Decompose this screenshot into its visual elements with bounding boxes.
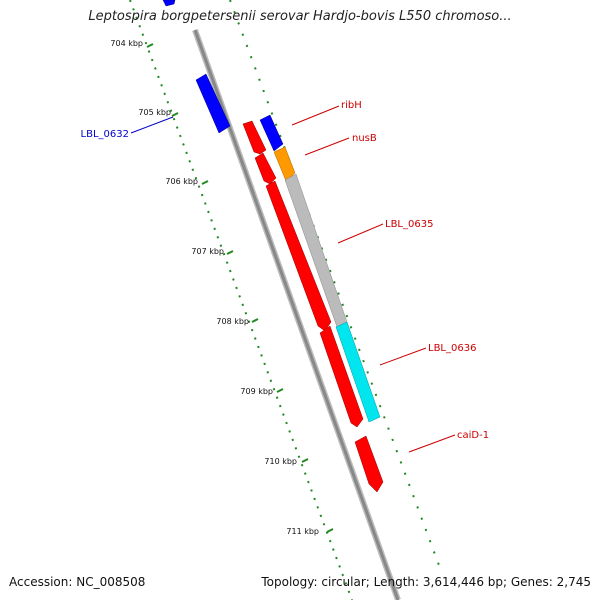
- gene-label-nusb[interactable]: nusB: [352, 133, 377, 144]
- tick-marks: [146, 43, 334, 533]
- tick-label: 708 kbp: [216, 317, 249, 326]
- gene-label-lbl-0636[interactable]: LBL_0636: [428, 343, 476, 354]
- tick-label: 707 kbp: [191, 247, 224, 256]
- backbone: [193, 29, 400, 600]
- leader-lbl-0635: [337, 223, 384, 244]
- gene-label-ribh[interactable]: ribH: [341, 100, 362, 111]
- gene-leaders: [130, 105, 456, 453]
- gene-nusb[interactable]: [273, 146, 296, 182]
- tick-label: 711 kbp: [286, 527, 319, 536]
- gene-red-2[interactable]: [254, 152, 277, 185]
- gene-lbl-0636[interactable]: [335, 321, 381, 423]
- gene-red-3[interactable]: [265, 180, 332, 332]
- leader-lbl-0636: [379, 347, 427, 366]
- gene-top-partial[interactable]: [162, 0, 176, 7]
- tick-label: 705 kbp: [138, 108, 171, 117]
- tick-label: 710 kbp: [264, 457, 297, 466]
- gene-caid-1[interactable]: [354, 435, 384, 493]
- genes: [162, 0, 384, 493]
- gene-red-1[interactable]: [242, 120, 267, 155]
- leader-ribh: [291, 105, 340, 126]
- leader-nusb: [304, 137, 350, 156]
- gene-lbl-0632[interactable]: [195, 73, 231, 134]
- leader-caid-1: [408, 434, 456, 453]
- gene-red-4[interactable]: [319, 325, 364, 428]
- map-title: Leptospira borgpetersenii serovar Hardjo…: [88, 9, 512, 24]
- tick-label: 709 kbp: [240, 387, 273, 396]
- leader-lbl-0632: [130, 116, 174, 134]
- gene-ribh[interactable]: [259, 114, 284, 152]
- gene-label-caid-1[interactable]: caiD-1: [457, 430, 489, 441]
- tick-labels: 704 kbp 705 kbp 706 kbp 707 kbp 708 kbp …: [110, 39, 319, 536]
- gene-label-lbl-0635[interactable]: LBL_0635: [385, 219, 433, 230]
- tick-label: 706 kbp: [165, 177, 198, 186]
- gene-labels: LBL_0632 ribH nusB LBL_0635 LBL_0636 cai…: [81, 100, 490, 441]
- genome-stats-text: Topology: circular; Length: 3,614,446 bp…: [261, 575, 591, 589]
- gene-label-lbl-0632[interactable]: LBL_0632: [81, 129, 129, 140]
- accession-text: Accession: NC_008508: [9, 575, 146, 589]
- forward-strand-ruler: [229, 0, 441, 569]
- tick-label: 704 kbp: [110, 39, 143, 48]
